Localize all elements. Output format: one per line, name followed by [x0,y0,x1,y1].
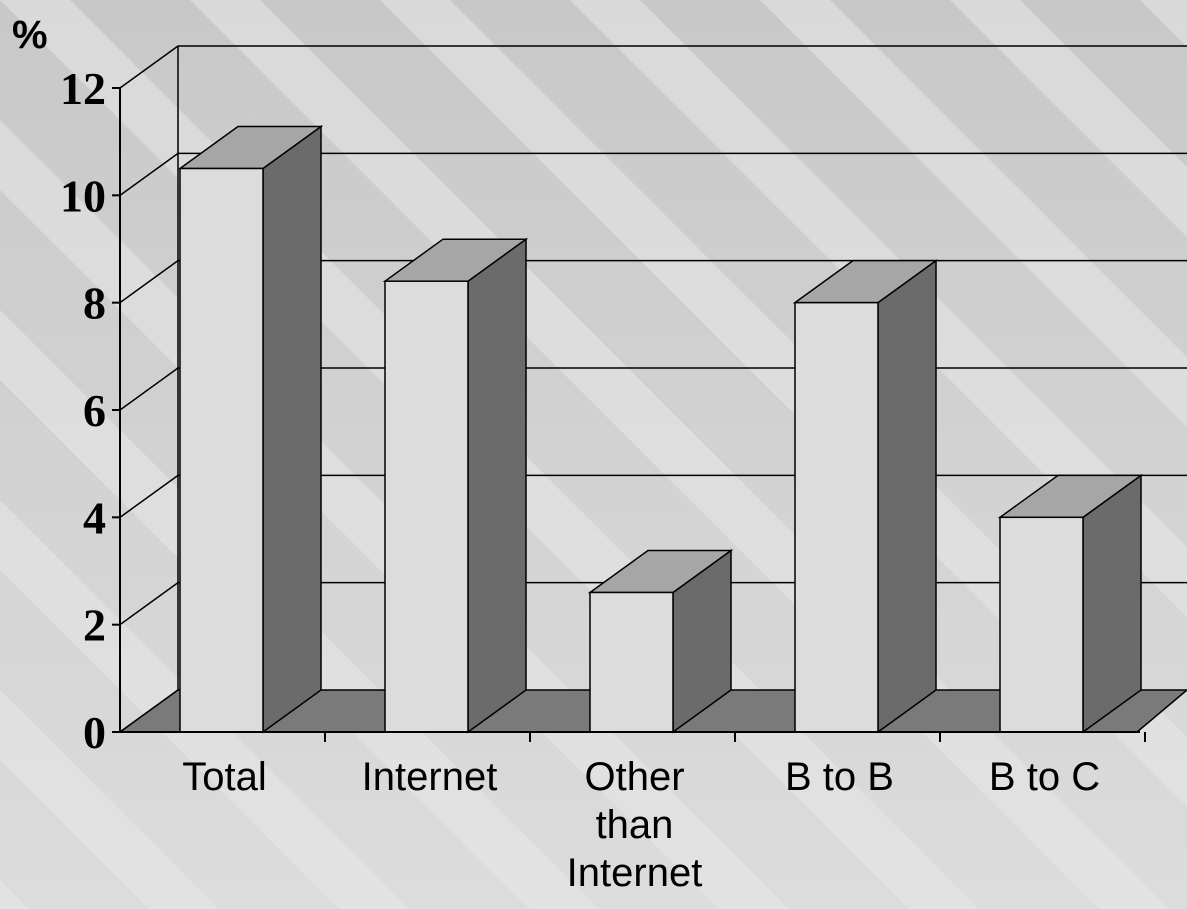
bar-front-face [384,280,469,733]
bar [177,125,324,734]
x-category-label: Internet [362,755,498,799]
gridline-depth [119,45,179,89]
background-stripe [950,0,1187,237]
bar [997,473,1144,734]
x-category-label: Total [182,755,267,799]
x-category-label: than [596,803,674,847]
bar-front-face [589,591,674,733]
background-stripe [0,690,219,909]
y-tick-label: 4 [83,492,106,543]
bar-front-face [179,167,264,733]
background-stripe [1140,0,1187,47]
bar-front-face [999,516,1084,733]
y-tick-label: 8 [83,278,106,329]
gridline-depth [119,582,179,626]
x-category-label: B to C [989,755,1100,799]
y-tick-label: 12 [60,63,106,114]
gridline-depth [119,474,179,518]
x-category-label: Internet [567,851,703,895]
bar-side-face [467,237,527,734]
y-tick-label: 10 [60,170,106,221]
bar-side-face [877,259,937,734]
gridline-depth [119,260,179,304]
bar-front-face [794,301,879,733]
bar [587,548,734,734]
background-stripe [760,0,1187,427]
y-tick-label: 0 [83,707,106,758]
y-tick-label: 2 [83,600,106,651]
y-tick-label: 6 [83,385,106,436]
background-stripe [380,0,1187,807]
bar-side-face [262,125,322,734]
x-category-label: B to B [785,755,894,799]
bars [177,125,1144,734]
y-axis-unit-label: % [12,13,48,57]
x-category-label: Other [584,755,684,799]
gridline-depth [119,367,179,411]
background-stripe [0,880,29,909]
bar-side-face [1082,473,1142,734]
gridline-depth [119,152,179,196]
bar [792,259,939,734]
bar [382,237,529,734]
